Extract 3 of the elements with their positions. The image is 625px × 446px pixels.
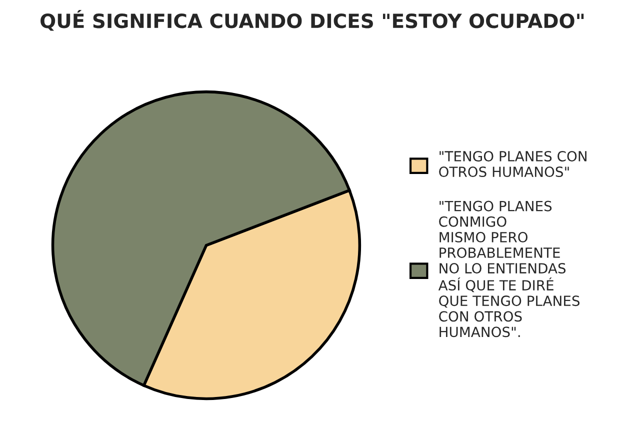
legend-label: "TENGO PLANES CON OTROS HUMANOS" <box>439 150 586 178</box>
category-label: "TENGO PLANES CONMIGO MISMO PERO PROBABLEMENTE NO LO ENTIENDAS ASÍ QUE TE DIRÉ QUE TENGO PLANES CON OTROS HUMANOS". <box>438 200 580 338</box>
chart-title: QUÉ SIGNIFICA CUANDO DICES "ESTOY OCUPADO" <box>40 10 584 31</box>
